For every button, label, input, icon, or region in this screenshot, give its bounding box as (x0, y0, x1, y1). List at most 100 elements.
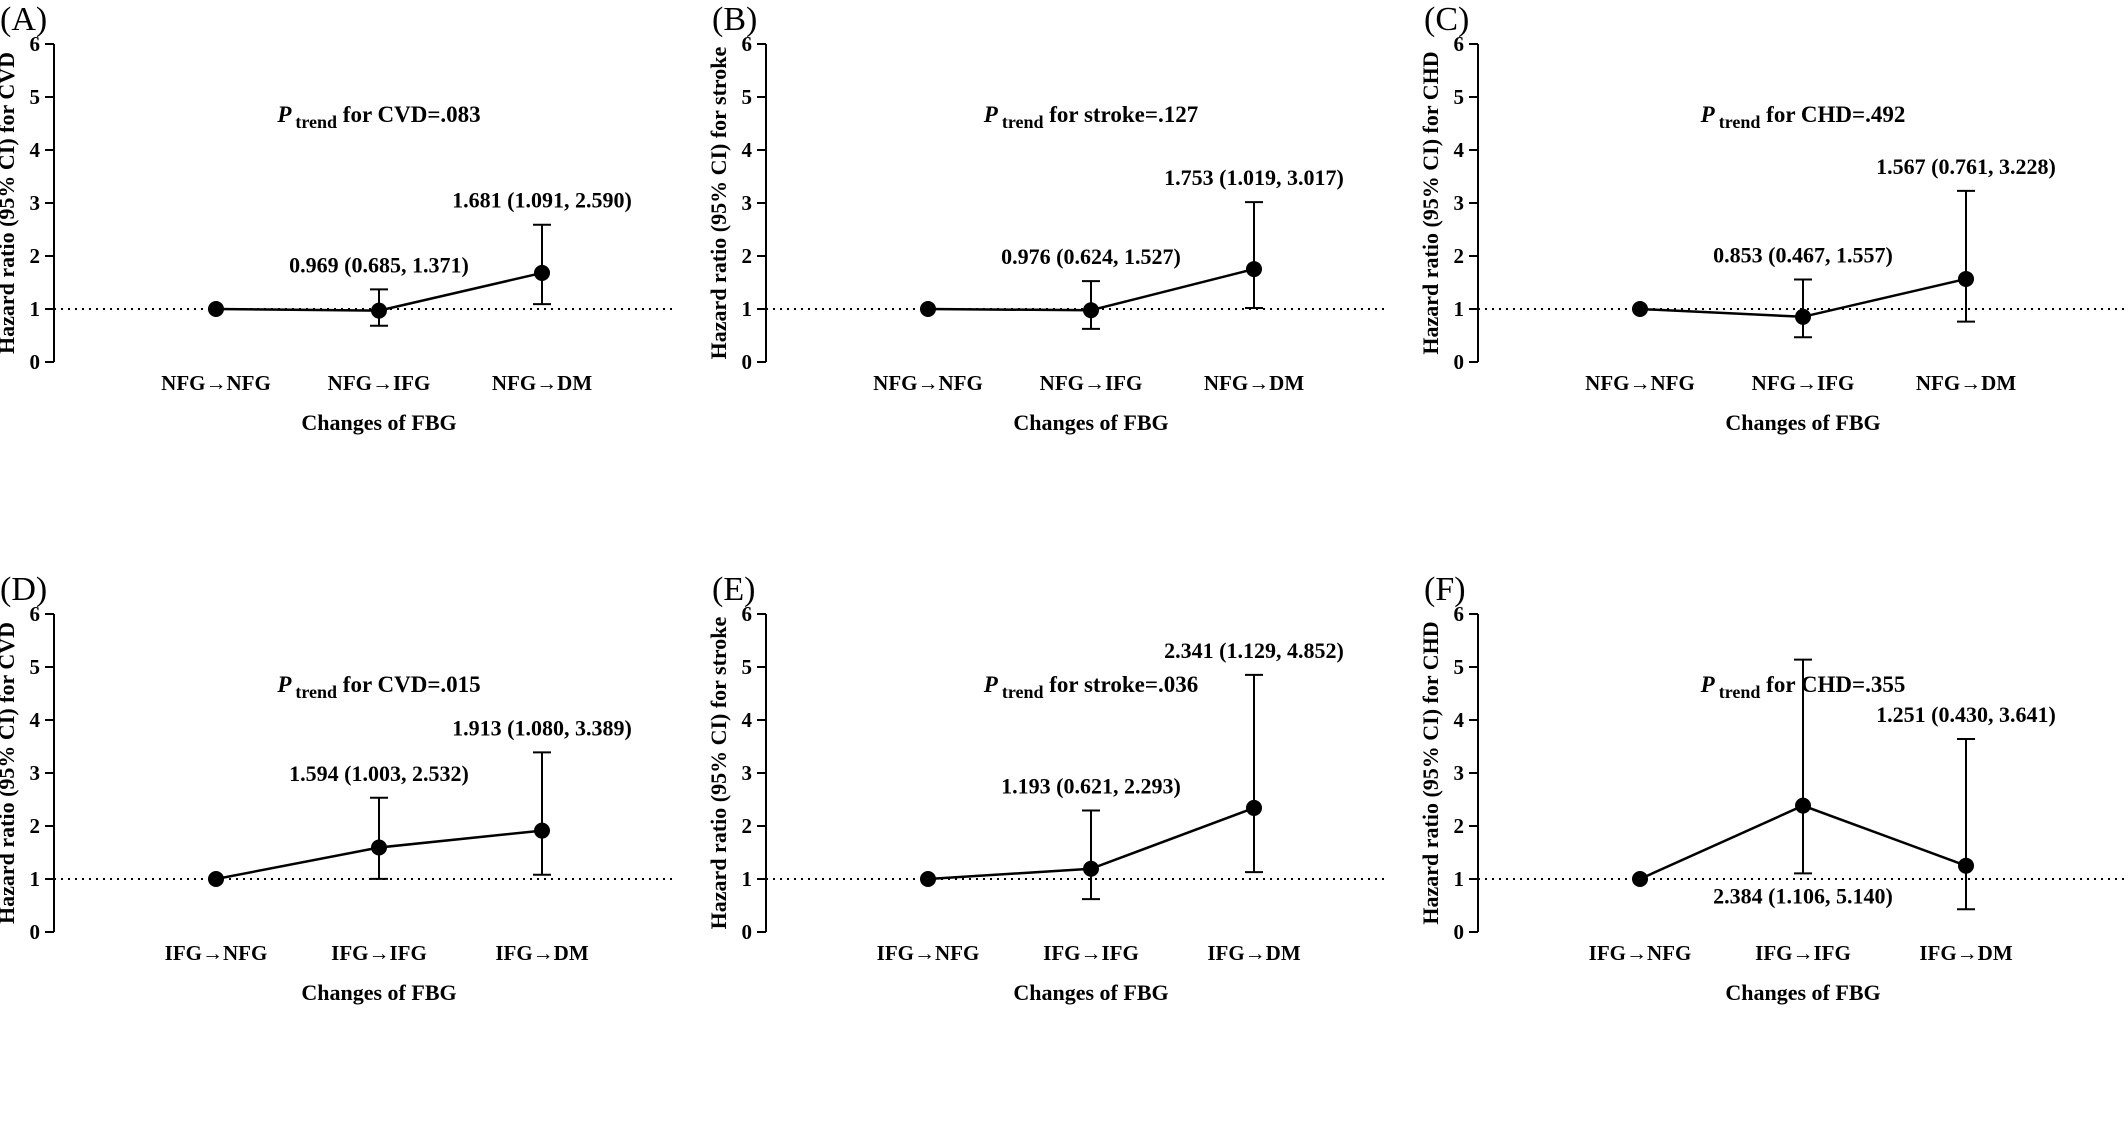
data-point (1632, 871, 1648, 887)
p-trend-subscript: trend (1719, 112, 1761, 132)
panel-label: (C) (1424, 1, 1469, 38)
data-point (1795, 308, 1811, 325)
y-tick-label: 5 (30, 85, 41, 109)
y-tick-label: 5 (30, 655, 41, 679)
data-label: 1.753 (1.019, 3.017) (1164, 165, 1344, 190)
y-tick-label: 6 (1454, 602, 1465, 626)
y-tick-label: 6 (30, 32, 41, 56)
x-axis-title: Changes of FBG (301, 980, 456, 1005)
data-point (920, 871, 936, 887)
y-tick-label: 3 (742, 191, 753, 215)
p-trend-text: for CHD=.355 (1760, 672, 1905, 697)
data-point (371, 302, 387, 319)
y-tick-label: 1 (30, 297, 41, 321)
y-tick-label: 3 (30, 191, 41, 215)
data-point (1083, 302, 1099, 319)
y-tick-label: 1 (30, 867, 41, 891)
y-tick-label: 3 (1454, 191, 1465, 215)
chart-panel: (F) 0 1 2 3 4 5 6 Hazard ratio (95% CI) for CHD I… (1418, 571, 2128, 1005)
data-point (1632, 301, 1648, 317)
p-trend-subscript: trend (1002, 112, 1044, 132)
p-trend-text: for CVD=.083 (337, 102, 481, 127)
y-tick-label: 2 (742, 244, 753, 268)
y-tick-label: 3 (30, 761, 41, 785)
x-category-label: NFG→NFG (161, 371, 271, 395)
data-point (920, 301, 936, 317)
data-label: 0.976 (0.624, 1.527) (1001, 244, 1181, 269)
y-tick-label: 1 (742, 867, 753, 891)
y-tick-label: 1 (1454, 297, 1465, 321)
y-tick-label: 4 (742, 708, 753, 732)
x-axis-title: Changes of FBG (1725, 410, 1880, 435)
chart-panel: (D) 0 1 2 3 4 5 6 Hazard ratio (95% CI) for CVD I… (0, 571, 672, 1005)
panel-label: (A) (0, 1, 47, 38)
y-tick-label: 0 (742, 920, 753, 944)
x-category-label: NFG→DM (1204, 371, 1304, 395)
y-tick-label: 2 (1454, 814, 1465, 838)
p-trend-text: for CHD=.492 (1760, 102, 1905, 127)
y-axis-title: Hazard ratio (95% CI) for CHD (1418, 621, 1443, 924)
x-axis-title: Changes of FBG (1013, 410, 1168, 435)
y-axis-title: Hazard ratio (95% CI) for stroke (706, 616, 731, 929)
y-axis-title: Hazard ratio (95% CI) for CVD (0, 52, 19, 354)
x-axis-title: Changes of FBG (1013, 980, 1168, 1005)
y-tick-label: 2 (30, 814, 41, 838)
y-tick-label: 0 (1454, 920, 1465, 944)
y-tick-label: 4 (30, 708, 41, 732)
data-point (208, 301, 224, 317)
p-trend-text: for stroke=.127 (1044, 102, 1199, 127)
y-tick-label: 4 (1454, 138, 1465, 162)
data-label: 2.384 (1.106, 5.140) (1713, 883, 1893, 908)
y-tick-label: 5 (742, 85, 753, 109)
data-label: 0.969 (0.685, 1.371) (289, 252, 469, 277)
y-tick-label: 0 (742, 350, 753, 374)
data-point (1246, 261, 1262, 278)
y-tick-label: 4 (30, 138, 41, 162)
x-category-label: IFG→DM (1207, 941, 1301, 965)
y-tick-label: 3 (1454, 761, 1465, 785)
x-category-label: NFG→IFG (1752, 371, 1855, 395)
y-tick-label: 6 (1454, 32, 1465, 56)
y-tick-label: 5 (742, 655, 753, 679)
data-label: 2.341 (1.129, 4.852) (1164, 638, 1344, 663)
y-tick-label: 6 (742, 32, 753, 56)
p-trend-symbol: P (1700, 672, 1716, 697)
panel-label: (B) (712, 1, 757, 38)
data-label: 1.681 (1.091, 2.590) (452, 188, 632, 213)
data-point (1795, 797, 1811, 814)
chart-panel: (E) 0 1 2 3 4 5 6 Hazard ratio (95% CI) for stro… (706, 571, 1384, 1005)
x-category-label: IFG→IFG (331, 941, 427, 965)
y-tick-label: 4 (1454, 708, 1465, 732)
panel-label: (F) (1424, 571, 1466, 608)
data-label: 1.251 (0.430, 3.641) (1876, 702, 2056, 727)
x-category-label: IFG→IFG (1043, 941, 1139, 965)
x-category-label: IFG→DM (495, 941, 589, 965)
data-point (1246, 799, 1262, 816)
p-trend-symbol: P (983, 102, 999, 127)
p-trend-subscript: trend (1719, 682, 1761, 702)
data-point (371, 839, 387, 856)
y-tick-label: 1 (1454, 867, 1465, 891)
data-point (1958, 857, 1974, 874)
data-point (534, 264, 550, 281)
x-category-label: IFG→NFG (165, 941, 268, 965)
y-tick-label: 3 (742, 761, 753, 785)
y-tick-label: 1 (742, 297, 753, 321)
chart-panel: (C) 0 1 2 3 4 5 6 Hazard ratio (95% CI) for CHD N… (1418, 1, 2128, 435)
x-category-label: IFG→NFG (877, 941, 980, 965)
panel-label: (E) (712, 571, 755, 608)
data-label: 1.913 (1.080, 3.389) (452, 715, 632, 740)
data-point (1083, 860, 1099, 877)
y-tick-label: 2 (30, 244, 41, 268)
y-tick-label: 5 (1454, 655, 1465, 679)
y-tick-label: 2 (742, 814, 753, 838)
p-trend-symbol: P (276, 672, 292, 697)
x-category-label: IFG→NFG (1589, 941, 1692, 965)
data-point (1958, 270, 1974, 287)
y-tick-label: 5 (1454, 85, 1465, 109)
p-trend-subscript: trend (295, 682, 337, 702)
